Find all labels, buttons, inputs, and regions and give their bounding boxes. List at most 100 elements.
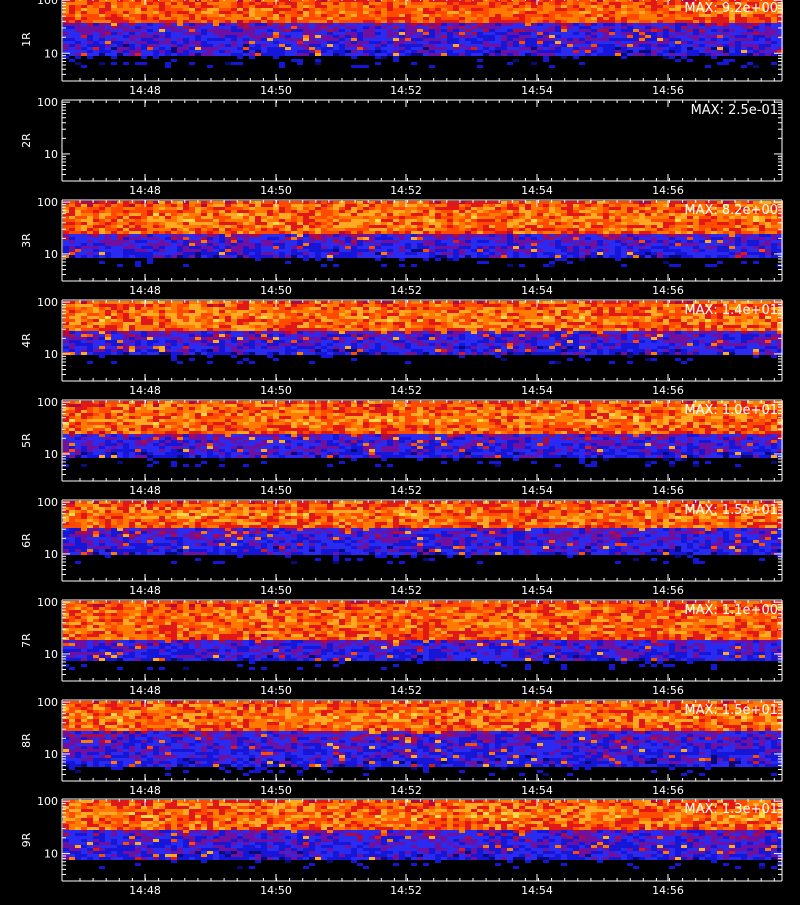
heatmap-cell <box>699 47 705 50</box>
heatmap-cell <box>435 8 441 11</box>
heatmap-cell <box>309 222 315 225</box>
heatmap-cell <box>495 237 501 240</box>
heatmap-cell <box>669 225 675 228</box>
heatmap-cell <box>579 41 585 44</box>
heatmap-cell <box>699 237 705 240</box>
heatmap-cell <box>567 213 573 216</box>
heatmap-cell <box>687 32 693 35</box>
heatmap-cell <box>231 14 237 17</box>
heatmap-cell <box>291 35 297 38</box>
heatmap-cell <box>219 213 225 216</box>
heatmap-cell <box>747 252 753 255</box>
heatmap-cell <box>321 222 327 225</box>
heatmap-cell <box>621 56 627 59</box>
heatmap-cell <box>477 246 483 249</box>
heatmap-cell <box>711 249 717 252</box>
heatmap-cell <box>405 210 411 213</box>
heatmap-cell <box>555 252 561 255</box>
heatmap-cell <box>135 26 141 29</box>
heatmap-cell <box>291 50 297 53</box>
heatmap-cell <box>447 204 453 207</box>
heatmap-cell <box>627 234 633 237</box>
heatmap-cell <box>225 29 231 32</box>
heatmap-cell <box>135 44 141 47</box>
heatmap-cell <box>183 243 189 246</box>
heatmap-cell <box>747 222 753 225</box>
heatmap-cell <box>123 213 129 216</box>
heatmap-cell <box>435 204 441 207</box>
heatmap-cell <box>627 26 633 29</box>
heatmap-cell <box>135 228 141 231</box>
heatmap-cell <box>621 50 627 53</box>
heatmap-cell <box>633 249 639 252</box>
heatmap-cell <box>495 38 501 41</box>
heatmap-cell <box>435 207 441 210</box>
heatmap-cell <box>567 53 573 56</box>
heatmap-cell <box>531 0 537 2</box>
heatmap-cell <box>447 255 453 258</box>
heatmap-cell <box>231 38 237 41</box>
heatmap-cell <box>399 252 405 255</box>
heatmap-cell <box>573 210 579 213</box>
heatmap-cell <box>273 41 279 44</box>
heatmap-cell <box>747 20 753 23</box>
heatmap-cell <box>627 255 633 258</box>
heatmap-cell <box>675 234 681 237</box>
heatmap-cell <box>339 29 345 32</box>
heatmap-cell <box>405 32 411 35</box>
heatmap-cell <box>477 44 483 47</box>
heatmap-cell <box>369 47 375 50</box>
heatmap-cell <box>603 8 609 11</box>
heatmap-cell <box>435 53 441 56</box>
heatmap-cell <box>375 38 381 41</box>
heatmap-cell <box>567 216 573 219</box>
heatmap-cell <box>345 0 351 2</box>
heatmap-cell <box>699 50 705 53</box>
heatmap-cell <box>165 32 171 35</box>
heatmap-cell <box>219 44 225 47</box>
heatmap-cell <box>591 53 597 56</box>
heatmap-cell <box>453 53 459 56</box>
heatmap-cell <box>183 219 189 222</box>
heatmap-cell <box>165 246 171 249</box>
heatmap-cell <box>405 237 411 240</box>
heatmap-cell <box>231 11 237 14</box>
heatmap-cell <box>321 234 327 237</box>
heatmap-cell <box>711 41 717 44</box>
heatmap-cell <box>219 32 225 35</box>
heatmap-cell <box>213 246 219 249</box>
heatmap-cell <box>165 23 171 26</box>
heatmap-cell <box>579 240 585 243</box>
heatmap-cell <box>99 204 105 207</box>
heatmap-cell <box>747 53 753 56</box>
heatmap-cell <box>597 11 603 14</box>
heatmap-cell <box>201 32 207 35</box>
heatmap-cell <box>747 255 753 258</box>
heatmap-cell <box>75 53 81 56</box>
heatmap-cell <box>159 35 165 38</box>
heatmap-cell <box>417 23 423 26</box>
heatmap-cell <box>165 26 171 29</box>
heatmap-cell <box>735 222 741 225</box>
heatmap-cell <box>183 38 189 41</box>
heatmap-cell <box>675 47 681 50</box>
heatmap-cell <box>297 35 303 38</box>
heatmap-cell <box>669 8 675 11</box>
heatmap-cell <box>195 222 201 225</box>
heatmap-cell <box>525 47 531 50</box>
heatmap-cell <box>249 44 255 47</box>
heatmap-cell <box>555 32 561 35</box>
heatmap-cell <box>411 222 417 225</box>
heatmap-cell <box>393 222 399 225</box>
heatmap-cell <box>363 231 369 234</box>
heatmap-cell <box>153 210 159 213</box>
heatmap-cell <box>585 47 591 50</box>
heatmap-cell <box>555 240 561 243</box>
heatmap-cell <box>489 252 495 255</box>
heatmap-cell <box>429 213 435 216</box>
heatmap-cell <box>213 216 219 219</box>
heatmap-cell <box>309 216 315 219</box>
heatmap-cell <box>369 255 375 258</box>
heatmap-cell <box>147 240 153 243</box>
heatmap-cell <box>183 252 189 255</box>
